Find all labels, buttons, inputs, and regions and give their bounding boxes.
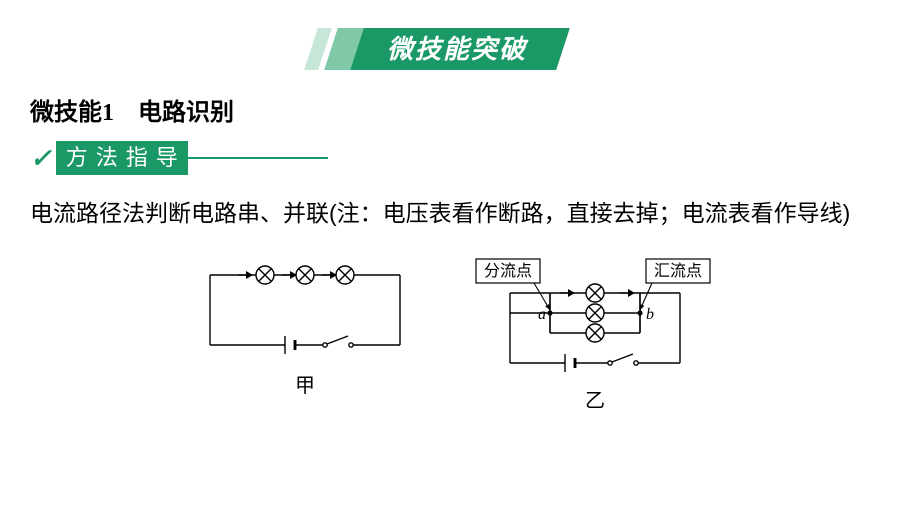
- diagram-yi: a b 分流点 汇流点 乙: [470, 255, 720, 413]
- circuit-diagram-series: [200, 255, 410, 365]
- content: 微技能1 电路识别 ✓ 方法指导 电流路径法判断电路串、并联(注：电压表看作断路…: [0, 70, 920, 413]
- method-label: 方法指导: [56, 141, 188, 175]
- svg-text:b: b: [646, 306, 654, 323]
- diagram-jia: 甲: [200, 255, 410, 413]
- banner-wrap: 微技能突破: [0, 0, 920, 70]
- subheading-num: 1: [102, 100, 114, 126]
- check-icon: ✓: [30, 145, 52, 171]
- circuit-diagram-parallel: a b 分流点 汇流点: [470, 255, 720, 380]
- method-row: ✓ 方法指导: [30, 141, 890, 175]
- banner: 微技能突破: [357, 28, 563, 70]
- diagrams-row: 甲 a b 分流点 汇流点 乙: [30, 255, 890, 413]
- banner-title: 微技能突破: [387, 32, 527, 66]
- method-line: [188, 157, 328, 159]
- banner-title-bg: 微技能突破: [350, 28, 570, 70]
- body-text: 电流路径法判断电路串、并联(注：电压表看作断路，直接去掉；电流表看作导线): [30, 189, 890, 237]
- svg-text:汇流点: 汇流点: [654, 262, 702, 280]
- svg-text:分流点: 分流点: [484, 262, 532, 280]
- caption-jia: 甲: [200, 369, 410, 398]
- svg-text:a: a: [538, 306, 546, 323]
- caption-yi: 乙: [470, 384, 720, 413]
- subheading-prefix: 微技能: [30, 99, 102, 126]
- subheading-title: 电路识别: [138, 99, 234, 126]
- subheading: 微技能1 电路识别: [30, 92, 890, 127]
